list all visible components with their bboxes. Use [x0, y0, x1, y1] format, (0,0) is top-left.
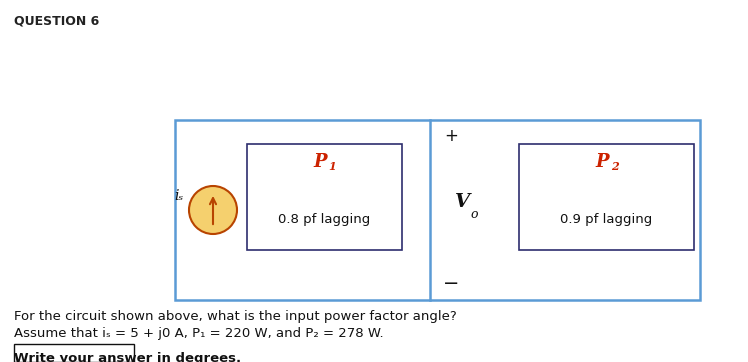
- Bar: [14, 344, 134, 362]
- Bar: [247, 144, 402, 250]
- Text: 0.9 pf lagging: 0.9 pf lagging: [560, 214, 652, 227]
- Text: o: o: [470, 209, 478, 222]
- Text: Write your answer in degrees.: Write your answer in degrees.: [14, 352, 241, 362]
- Bar: [519, 144, 694, 250]
- Text: Assume that iₛ = 5 + j0 A, P₁ = 220 W, and P₂ = 278 W.: Assume that iₛ = 5 + j0 A, P₁ = 220 W, a…: [14, 327, 384, 340]
- Text: 2: 2: [610, 160, 619, 172]
- Text: 0.8 pf lagging: 0.8 pf lagging: [278, 214, 370, 227]
- Text: V: V: [456, 193, 470, 211]
- Text: For the circuit shown above, what is the input power factor angle?: For the circuit shown above, what is the…: [14, 310, 457, 323]
- Text: 1: 1: [328, 160, 337, 172]
- Text: +: +: [444, 127, 458, 145]
- Text: P: P: [595, 153, 610, 171]
- Text: QUESTION 6: QUESTION 6: [14, 14, 99, 27]
- Text: iₛ: iₛ: [174, 189, 183, 203]
- Bar: [175, 120, 700, 300]
- Text: P: P: [313, 153, 327, 171]
- Text: −: −: [443, 274, 459, 294]
- Circle shape: [189, 186, 237, 234]
